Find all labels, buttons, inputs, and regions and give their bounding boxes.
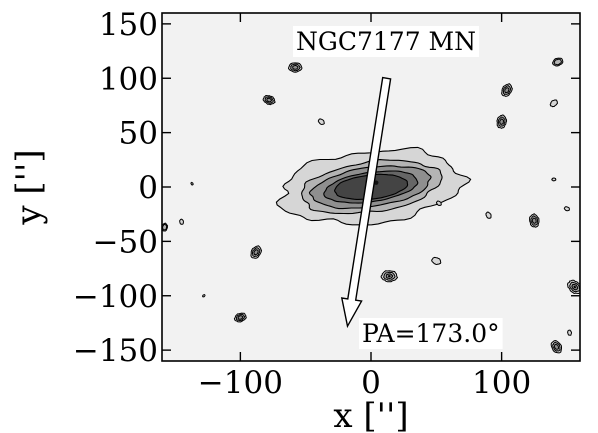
x-tick-label: −100 [198,365,283,401]
galaxy-nucleus [374,180,379,185]
source-19-level-1 [551,177,557,182]
arrow-shape [340,76,392,329]
position-angle-arrow [340,76,392,329]
y-tick-label: 100 [99,61,158,97]
source-21-level-4 [573,285,576,289]
y-tick-label: 150 [99,7,158,43]
y-tick-label: −100 [73,279,158,315]
source-12-level-1 [436,200,442,207]
y-tick-label: −50 [93,224,158,260]
source-22-level-3 [553,343,560,350]
source-9-level-3 [237,315,244,320]
source-11-level-1 [431,256,442,266]
axis-ticks: −100 0 100 150 100 50 0 −50 −100 −150 [73,7,580,401]
source-10-level-4 [388,275,391,278]
source-23-level-1 [567,329,573,336]
source-4-level-1 [190,181,194,186]
source-2-level-3 [266,97,273,103]
y-axis-label: y [''] [9,149,49,225]
source-7-level-3 [253,249,259,256]
y-tick-label: 50 [119,116,158,152]
source-15-level-3 [499,118,505,126]
source-8-level-1 [202,294,206,298]
position-angle-label: PA=173.0° [362,319,500,348]
source-6-level-2 [162,223,168,231]
source-16-level-3 [504,87,510,94]
source-17-level-1 [549,99,558,108]
source-18-level-2 [553,58,563,66]
x-tick-label: 100 [472,365,531,401]
x-axis-label: x [''] [333,396,408,433]
y-tick-label: 0 [138,170,158,206]
object-label-background [293,26,480,57]
x-tick-label: 0 [361,365,381,401]
y-tick-label: −150 [73,333,158,369]
source-13-level-1 [485,211,492,219]
source-20-level-1 [563,206,570,212]
pa-label-background [359,318,503,349]
source-5-level-1 [179,218,184,225]
object-name-label: NGC7177 MN [296,27,476,56]
source-14-level-3 [531,217,537,224]
source-1-level-3 [292,65,299,70]
source-3-level-1 [317,118,325,126]
